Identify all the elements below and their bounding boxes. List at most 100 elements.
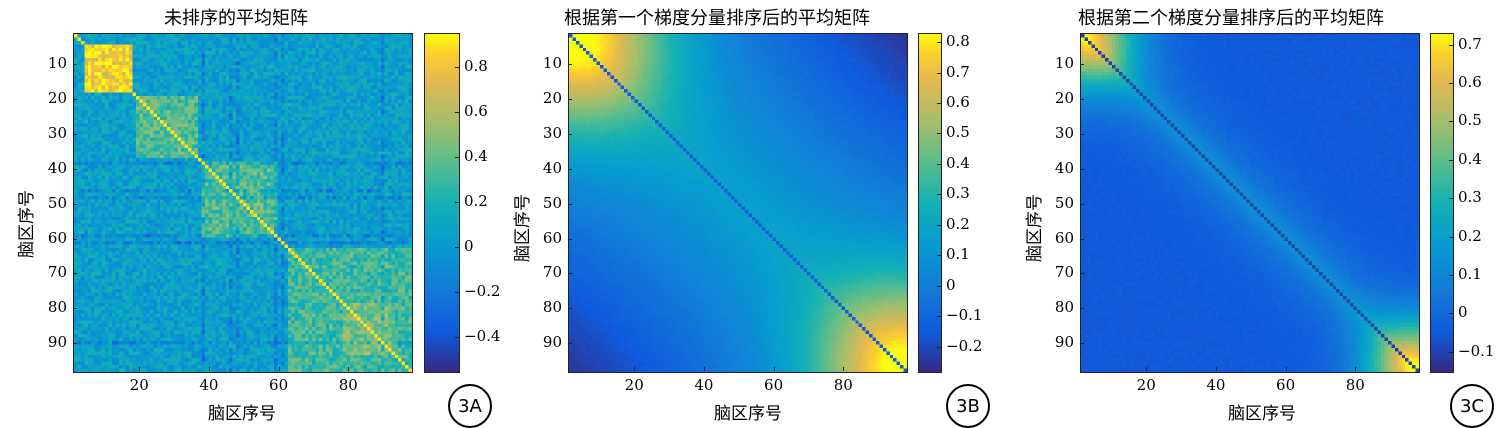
y-tick-label: 10 (47, 54, 67, 73)
y-tick-mark (73, 168, 77, 170)
y-tick-label: 70 (47, 263, 67, 282)
panel-label-badge: 3A (448, 384, 492, 428)
colorbar-tick-mark (937, 103, 941, 105)
colorbar-tick-label: 0.1 (1458, 264, 1482, 283)
colorbar-tick-label: 0.7 (1458, 34, 1482, 53)
x-tick-label: 80 (1345, 376, 1365, 394)
y-tick-label: 10 (542, 54, 562, 73)
y-tick-label: 50 (47, 193, 67, 212)
colorbar-tick-mark (1449, 313, 1453, 315)
colorbar-tick-label: 0.6 (464, 101, 488, 120)
colorbar-tick-mark (1449, 351, 1453, 353)
colorbar-tick-mark (455, 202, 459, 203)
colorbar-tick-label: 0 (946, 275, 956, 294)
x-tick-mark (1285, 367, 1287, 371)
y-tick-mark (568, 203, 572, 205)
colorbar-tick-mark (455, 337, 459, 339)
colorbar-tick-mark (937, 285, 941, 287)
y-tick-mark (568, 168, 572, 170)
panel-3a: 未排序的平均矩阵 脑区序号 脑区序号 10 20 30 40 50 60 70 80 90 20 4… (0, 0, 501, 428)
x-tick-label: 80 (338, 376, 358, 394)
colorbar-tick-label: 0.2 (464, 192, 488, 210)
y-tick-label: 40 (47, 158, 67, 177)
colorbar-tick-mark (455, 247, 459, 249)
x-tick-mark (1215, 367, 1217, 371)
colorbar-tick-mark (937, 346, 941, 348)
y-tick-mark (568, 134, 572, 136)
y-tick-mark (73, 238, 77, 240)
colorbar-tick-mark (1449, 159, 1453, 161)
colorbar-tick-label: 0.5 (1458, 111, 1482, 130)
colorbar-tick-mark (1449, 198, 1453, 200)
colorbar-tick-mark (937, 133, 941, 135)
x-tick-label: 40 (199, 376, 219, 394)
x-tick-mark (348, 367, 350, 371)
y-tick-mark (568, 99, 572, 101)
chart-title: 未排序的平均矩阵 (164, 8, 308, 29)
colorbar-tick-label: −0.2 (946, 336, 983, 355)
y-tick-label: 30 (542, 124, 562, 143)
colorbar-tick-mark (1449, 82, 1453, 84)
y-tick-mark (1080, 168, 1084, 170)
y-axis-label: 脑区序号 (17, 190, 37, 258)
x-tick-label: 60 (764, 376, 784, 394)
y-tick-label: 50 (1054, 193, 1074, 212)
y-tick-label: 10 (1054, 54, 1074, 73)
colorbar-tick-mark (1449, 274, 1453, 276)
y-tick-label: 40 (542, 158, 562, 177)
y-tick-label: 20 (1054, 89, 1074, 108)
colorbar-tick-label: 0.3 (1458, 188, 1482, 207)
colorbar-tick-label: 0.6 (1458, 72, 1482, 91)
y-tick-mark (1080, 273, 1084, 275)
panel-3b: 根据第一个梯度分量排序后的平均矩阵 脑区序号 脑区序号 10 20 30 40 50 60… (500, 0, 1000, 428)
x-tick-mark (1146, 367, 1148, 371)
colorbar-tick-label: 0.4 (464, 146, 488, 165)
colorbar-tick-label: 0.8 (946, 32, 970, 51)
colorbar-tick-mark (937, 194, 941, 196)
x-tick-mark (843, 367, 845, 371)
y-tick-label: 70 (542, 263, 562, 282)
y-tick-label: 60 (47, 228, 67, 247)
y-tick-mark (1080, 99, 1084, 101)
y-tick-label: 70 (1054, 263, 1074, 282)
colorbar-tick-label: 0.7 (946, 62, 970, 81)
y-tick-label: 90 (1054, 333, 1074, 352)
x-tick-label: 20 (129, 376, 149, 394)
y-tick-mark (73, 203, 77, 205)
y-tick-label: 80 (1054, 298, 1074, 317)
x-axis-label: 脑区序号 (714, 404, 782, 424)
colorbar-tick-label: 0 (1458, 303, 1468, 322)
y-tick-label: 20 (542, 89, 562, 108)
y-axis-label: 脑区序号 (1025, 194, 1045, 262)
x-tick-label: 20 (1136, 376, 1156, 394)
x-tick-mark (1355, 367, 1357, 371)
colorbar-3a (424, 33, 460, 373)
x-axis-label: 脑区序号 (208, 404, 276, 424)
colorbar-tick-label: 0 (464, 237, 474, 256)
colorbar-tick-mark (937, 224, 941, 226)
panel-label-badge: 3B (946, 384, 990, 428)
heatmap-3c (1080, 33, 1420, 373)
heatmap-3b (568, 33, 908, 373)
colorbar-tick-label: 0.2 (1458, 226, 1482, 245)
colorbar-tick-mark (1449, 44, 1453, 46)
y-tick-label: 60 (542, 228, 562, 247)
colorbar-tick-label: 0.4 (946, 153, 970, 172)
colorbar-tick-mark (937, 42, 941, 44)
y-tick-label: 90 (47, 333, 67, 352)
colorbar-tick-label: 0.4 (1458, 149, 1482, 168)
panel-3c: 根据第二个梯度分量排序后的平均矩阵 脑区序号 脑区序号 10 20 30 40 50 60… (1000, 0, 1500, 428)
colorbar-tick-mark (937, 72, 941, 74)
chart-title: 根据第一个梯度分量排序后的平均矩阵 (564, 8, 870, 29)
colorbar-tick-mark (1449, 236, 1453, 238)
y-tick-mark (1080, 238, 1084, 240)
x-tick-label: 40 (1206, 376, 1226, 394)
colorbar-tick-label: 0.3 (946, 184, 970, 203)
colorbar-3c (1430, 33, 1454, 373)
y-tick-mark (73, 134, 77, 136)
colorbar-tick-label: −0.4 (464, 327, 501, 346)
colorbar-tick-label: −0.1 (1458, 341, 1495, 360)
colorbar-tick-label: 0.5 (946, 123, 970, 142)
y-tick-label: 50 (542, 193, 562, 212)
y-tick-mark (568, 238, 572, 240)
